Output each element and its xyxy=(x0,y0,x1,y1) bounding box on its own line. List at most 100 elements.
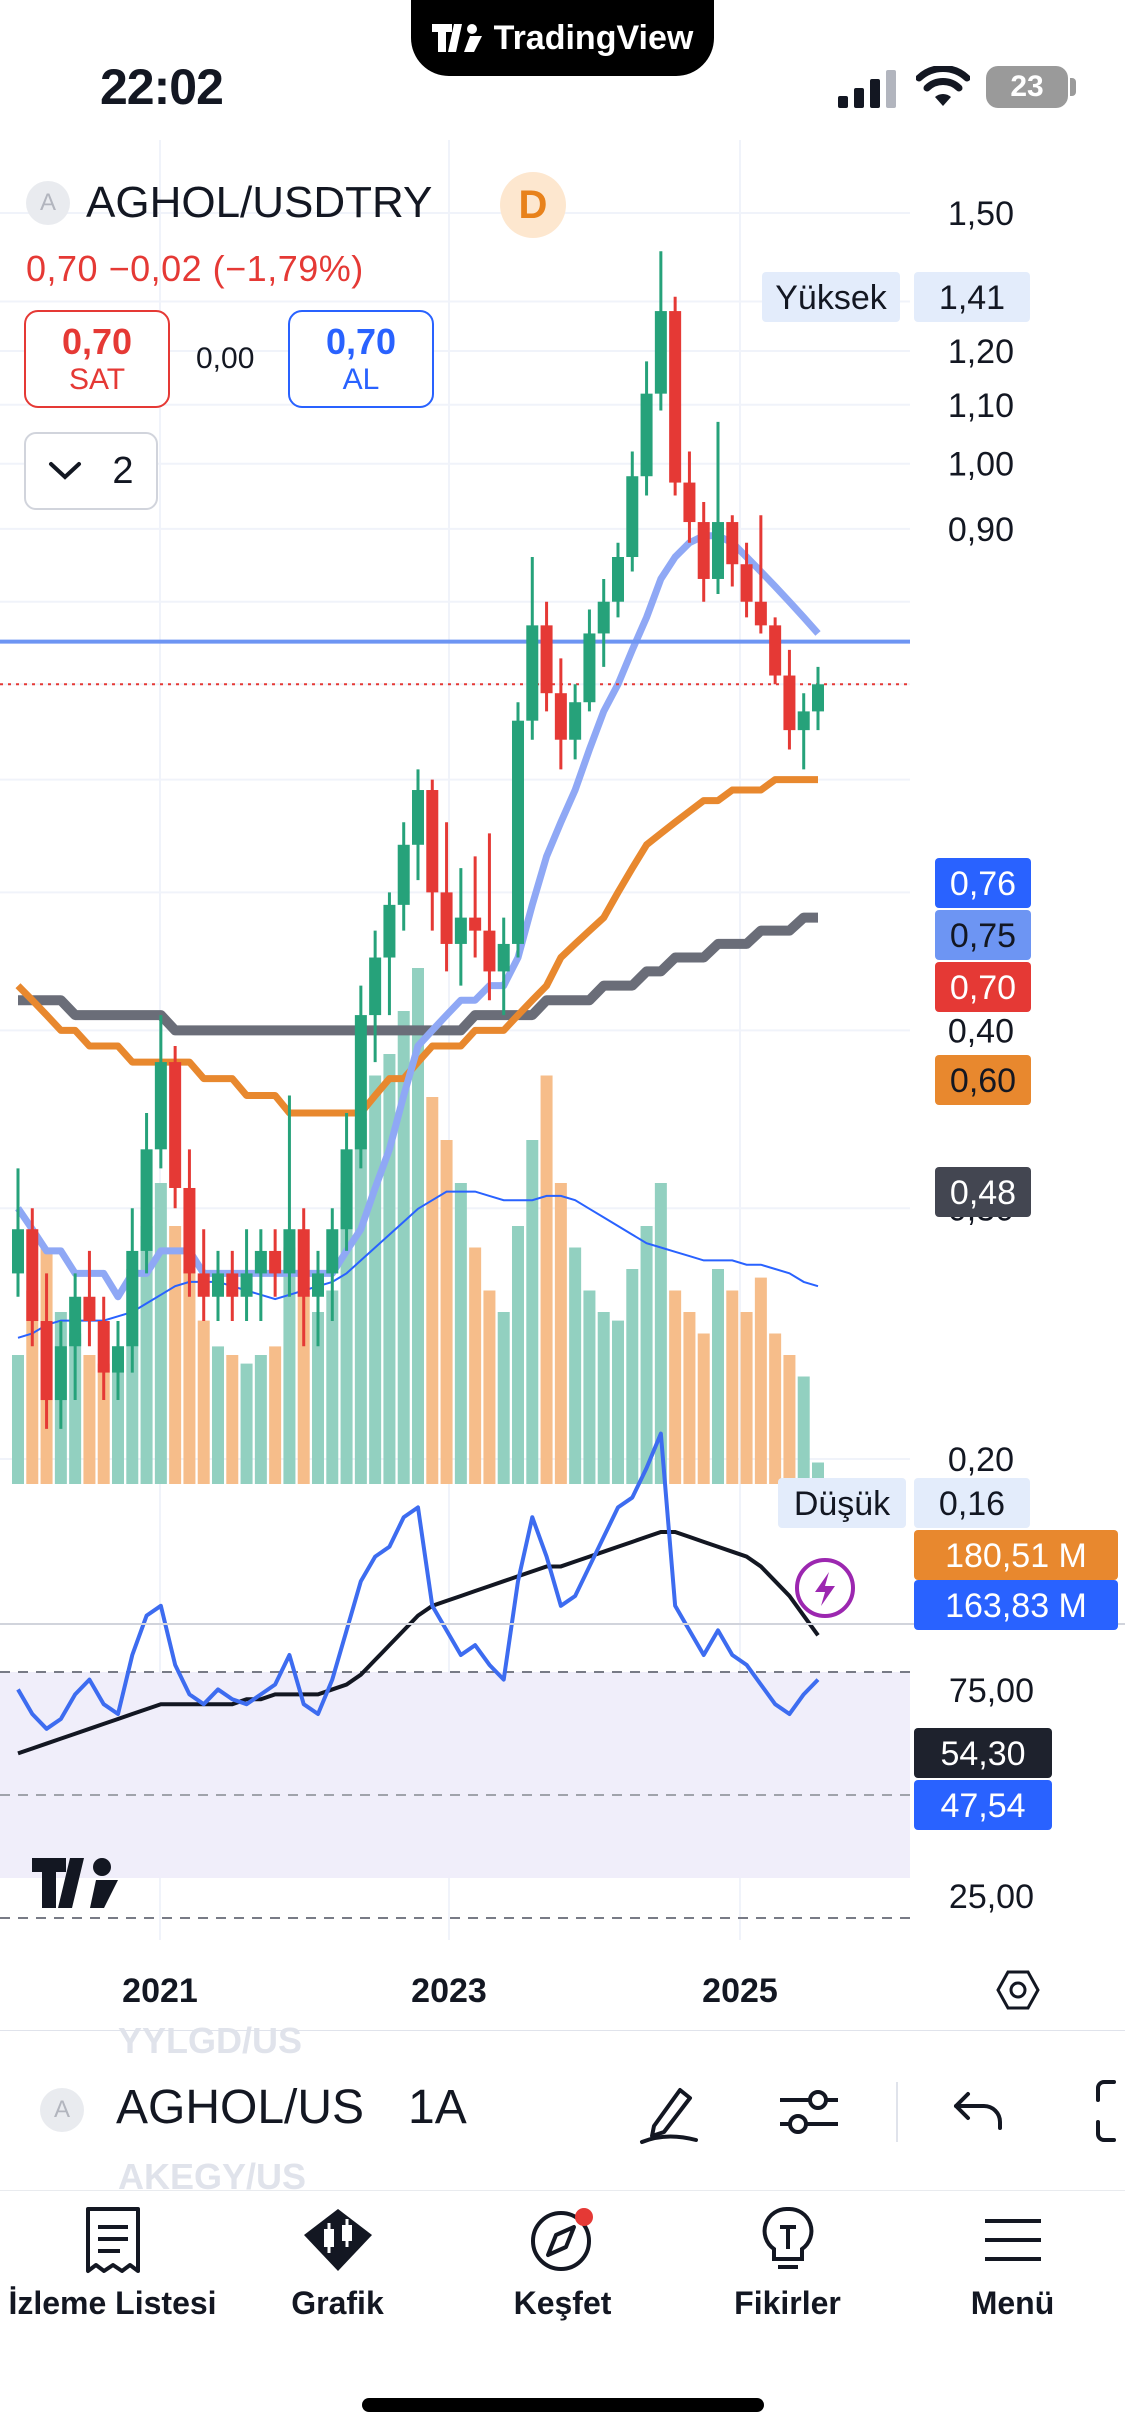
candle-body xyxy=(526,625,539,721)
volume-ma-line xyxy=(17,1190,819,1339)
hline-tag: 0,75 xyxy=(950,917,1016,955)
volume-bar xyxy=(597,1312,610,1484)
status-time: 22:02 xyxy=(100,59,224,115)
indicators-collapse-button[interactable]: 2 xyxy=(24,432,158,510)
volume-bar xyxy=(626,1269,639,1484)
candle-body xyxy=(712,522,724,579)
candle-body xyxy=(397,844,410,905)
price-tick-label: 1,50 xyxy=(948,195,1014,233)
tradingview-logo-icon xyxy=(431,24,482,52)
candle-body xyxy=(540,625,553,694)
interval-badge[interactable]: D xyxy=(500,172,566,238)
candle-body xyxy=(240,1273,253,1297)
rsi-value-tag-bg xyxy=(914,1780,1052,1830)
candle-body xyxy=(112,1346,124,1373)
volume-bar xyxy=(583,1290,596,1484)
candle-body xyxy=(97,1321,110,1373)
candle-body xyxy=(383,904,396,958)
price-tick-label: 0,20 xyxy=(948,1441,1014,1479)
drawing-pen-icon[interactable] xyxy=(636,2080,702,2146)
candle-body xyxy=(440,892,453,944)
brand-name: TradingView xyxy=(493,18,694,57)
tab-label: Keşfet xyxy=(513,2285,612,2321)
tab-label: Fikirler xyxy=(734,2285,841,2321)
candle-body xyxy=(83,1296,96,1322)
home-indicator xyxy=(362,2398,764,2412)
indicator-count: 2 xyxy=(112,449,134,492)
candle-body xyxy=(183,1187,196,1274)
fullscreen-icon[interactable] xyxy=(1094,2078,1125,2144)
candle-body xyxy=(69,1296,82,1347)
volume-bar xyxy=(712,1269,724,1484)
buy-button[interactable]: 0,70 AL xyxy=(288,310,434,408)
tab-label: Menü xyxy=(970,2285,1055,2321)
cellular-signal-icon xyxy=(838,70,896,108)
moving-averages xyxy=(0,532,910,1301)
price-chart[interactable]: 1,501,301,201,101,000,900,400,300,20Yüks… xyxy=(0,140,1125,2040)
volume-tag-blue: 163,83 M xyxy=(945,1587,1087,1625)
sell-label: SAT xyxy=(68,363,126,396)
sell-button[interactable]: 0,70 SAT xyxy=(24,310,170,408)
time-tick-label: 2025 xyxy=(702,1972,778,2010)
candle-body xyxy=(769,625,782,676)
candle-body xyxy=(169,1062,182,1188)
volume-bar xyxy=(254,1355,267,1484)
candles xyxy=(12,251,824,1429)
time-axis[interactable]: 2021 2023 2025 xyxy=(122,1972,778,2010)
candle-body xyxy=(297,1229,310,1297)
candle-body xyxy=(683,482,696,523)
lightning-alert-icon[interactable] xyxy=(795,1558,855,1618)
symbol-name[interactable]: AGHOL/USDTRY xyxy=(86,178,433,227)
candle-body xyxy=(26,1229,39,1322)
candle-body xyxy=(726,522,739,565)
volume-bar xyxy=(169,1226,182,1484)
indicators-sliders-icon[interactable] xyxy=(776,2082,842,2142)
candle-body xyxy=(269,1250,282,1274)
ma-orange-line xyxy=(15,776,818,1117)
tab-watchlist[interactable]: İzleme Listesi xyxy=(0,2205,225,2322)
symbol-header[interactable]: A AGHOL/USDTRY xyxy=(26,178,432,228)
rsi-ma-line xyxy=(17,1530,820,1756)
volume-bar xyxy=(369,1075,382,1484)
low-label-name: Düşük xyxy=(794,1485,891,1523)
candle-body xyxy=(640,393,653,477)
last-price-tag: 0,70 xyxy=(950,969,1016,1007)
candle-body xyxy=(554,693,567,740)
high-label-name: Yüksek xyxy=(775,279,887,317)
candle-body xyxy=(369,957,382,1016)
candle-body xyxy=(40,1321,53,1401)
buy-label: AL xyxy=(342,363,380,396)
volume-bar xyxy=(212,1346,224,1484)
volume-bar xyxy=(469,1247,482,1484)
wifi-icon xyxy=(916,66,970,106)
volume-bar xyxy=(797,1376,810,1484)
volume-bar xyxy=(512,1226,524,1484)
ma-gray-tag: 0,48 xyxy=(950,1174,1016,1212)
price-axis[interactable]: 1,501,301,201,101,000,900,400,300,20Yüks… xyxy=(762,195,1118,1916)
chart-settings-icon[interactable] xyxy=(996,1970,1040,2010)
candle-body xyxy=(426,790,439,893)
tab-chart[interactable]: Grafik xyxy=(225,2205,450,2322)
volume-bar xyxy=(640,1226,653,1484)
toolbar-symbol[interactable]: AGHOL/US xyxy=(116,2081,365,2134)
candle-body xyxy=(340,1149,353,1230)
ma-blue-tag-bg xyxy=(935,858,1031,908)
candle-body xyxy=(140,1149,153,1251)
volume-bar xyxy=(783,1355,796,1484)
tab-ideas[interactable]: Fikirler xyxy=(675,2205,900,2322)
sell-price: 0,70 xyxy=(61,321,133,362)
undo-icon[interactable] xyxy=(952,2088,1006,2134)
candle-body xyxy=(654,311,667,394)
tab-explore[interactable]: Keşfet xyxy=(450,2205,675,2322)
symbol-picker-prev[interactable]: YYLGD/US xyxy=(118,2020,303,2061)
volume-bar xyxy=(612,1320,624,1484)
toolbar-interval[interactable]: 1A xyxy=(408,2081,467,2134)
volume-bar xyxy=(183,1269,196,1484)
chart-candles-icon xyxy=(303,2209,372,2271)
volume-bar xyxy=(283,1247,296,1484)
hamburger-menu-icon xyxy=(984,2219,1041,2261)
rsi-tick-label: 25,00 xyxy=(949,1878,1034,1916)
tab-menu[interactable]: Menü xyxy=(900,2205,1125,2322)
candle-body xyxy=(626,476,639,558)
candle-body xyxy=(283,1229,296,1274)
